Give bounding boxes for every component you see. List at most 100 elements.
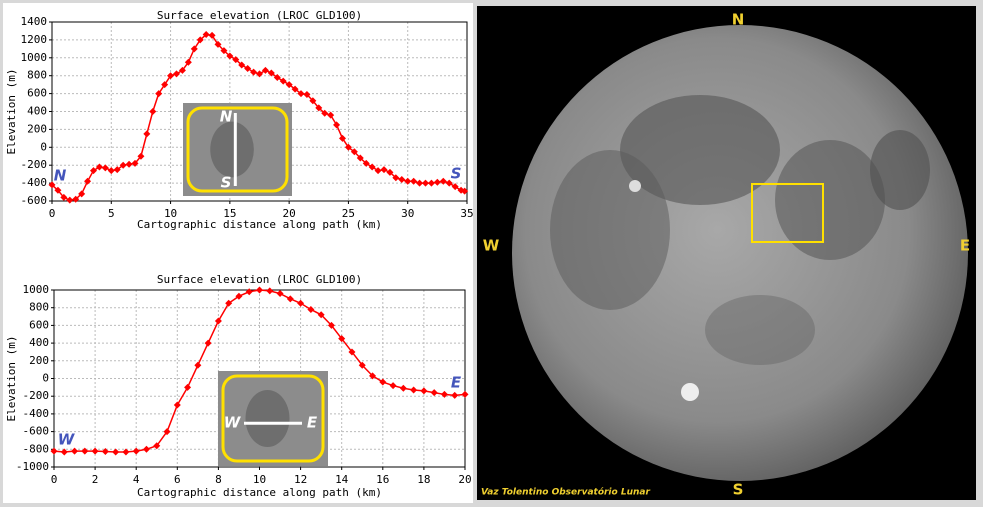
- x-tick-label: 20: [458, 473, 471, 486]
- y-tick-label: 0: [42, 372, 49, 385]
- data-point: [113, 166, 121, 174]
- data-point: [245, 288, 253, 296]
- data-point: [389, 382, 397, 390]
- data-point: [327, 111, 335, 119]
- data-point: [386, 168, 394, 176]
- data-point: [50, 447, 58, 455]
- data-point: [208, 31, 216, 39]
- data-point: [392, 174, 400, 182]
- data-point: [54, 186, 62, 194]
- inset-shade: [210, 121, 254, 178]
- data-point: [90, 167, 97, 175]
- data-point: [204, 339, 212, 347]
- x-tick-label: 30: [401, 207, 414, 220]
- data-point: [451, 183, 459, 191]
- y-tick-label: 600: [27, 87, 47, 100]
- y-tick-label: 1000: [23, 283, 50, 296]
- x-tick-label: 20: [283, 207, 296, 220]
- y-tick-label: -600: [23, 425, 50, 438]
- data-point: [410, 386, 418, 394]
- x-tick-label: 0: [51, 473, 58, 486]
- data-point: [66, 196, 74, 204]
- credit: Vaz Tolentino Observatório Lunar: [481, 487, 650, 498]
- y-tick-label: 1400: [21, 15, 48, 28]
- y-tick-label: -400: [23, 407, 50, 420]
- data-point: [250, 68, 258, 76]
- x-tick-label: 6: [174, 473, 181, 486]
- y-tick-label: 400: [29, 336, 49, 349]
- data-point: [232, 56, 240, 64]
- data-point: [95, 163, 103, 171]
- data-point: [368, 163, 376, 171]
- data-point: [433, 178, 441, 186]
- inset-label: E: [307, 414, 318, 432]
- data-point: [238, 61, 246, 69]
- x-tick-label: 8: [215, 473, 222, 486]
- data-point: [81, 447, 89, 455]
- endpoint-label: W: [58, 431, 76, 449]
- inset-shade: [245, 390, 290, 447]
- x-tick-label: 2: [92, 473, 99, 486]
- data-point: [84, 177, 92, 185]
- data-point: [439, 177, 447, 185]
- data-point: [190, 45, 198, 53]
- data-point: [261, 66, 269, 74]
- data-point: [309, 97, 317, 105]
- data-point: [380, 166, 388, 174]
- data-point: [404, 177, 412, 185]
- data-point: [266, 287, 274, 295]
- data-point: [273, 73, 281, 81]
- data-point: [119, 161, 127, 169]
- data-point: [379, 378, 387, 386]
- data-point: [143, 130, 151, 138]
- data-point: [350, 148, 358, 156]
- x-tick-label: 25: [342, 207, 355, 220]
- data-point: [60, 193, 68, 201]
- inset-border: [186, 106, 289, 193]
- y-tick-label: -400: [21, 176, 48, 189]
- data-point: [286, 295, 294, 303]
- plot-area: [51, 21, 468, 202]
- data-point: [327, 321, 335, 329]
- data-point: [72, 195, 80, 203]
- data-point: [226, 52, 234, 60]
- data-point: [256, 286, 263, 294]
- data-point: [445, 179, 453, 187]
- data-point: [362, 159, 370, 167]
- data-point: [315, 104, 323, 112]
- y-tick-label: -600: [21, 194, 48, 207]
- data-point: [416, 179, 424, 187]
- endpoint-label: N: [54, 167, 67, 185]
- y-tick-label: 0: [40, 140, 47, 153]
- data-point: [451, 391, 459, 399]
- data-point: [125, 160, 133, 168]
- y-tick-label: 400: [27, 105, 47, 118]
- data-point: [461, 187, 469, 195]
- x-tick-label: 35: [460, 207, 473, 220]
- data-point: [344, 143, 352, 151]
- data-point: [297, 299, 305, 307]
- data-point: [267, 69, 275, 77]
- x-tick-label: 10: [253, 473, 266, 486]
- data-point: [297, 90, 305, 98]
- x-tick-label: 12: [294, 473, 307, 486]
- data-point: [132, 447, 140, 455]
- y-tick-label: -200: [21, 158, 48, 171]
- endpoint-label: E: [451, 374, 462, 392]
- data-point: [161, 81, 169, 89]
- data-point: [173, 70, 180, 78]
- data-point: [285, 81, 293, 89]
- x-axis-label: Cartographic distance along path (km): [137, 218, 382, 231]
- x-tick-label: 18: [417, 473, 430, 486]
- data-point: [374, 167, 382, 175]
- y-tick-label: -200: [23, 389, 50, 402]
- data-point: [422, 179, 429, 187]
- data-point: [78, 190, 86, 198]
- data-point: [291, 85, 299, 93]
- data-point: [194, 361, 202, 369]
- data-point: [427, 179, 435, 187]
- data-point: [131, 159, 139, 167]
- y-tick-label: 200: [27, 122, 47, 135]
- data-point: [155, 90, 163, 98]
- x-tick-label: 16: [376, 473, 389, 486]
